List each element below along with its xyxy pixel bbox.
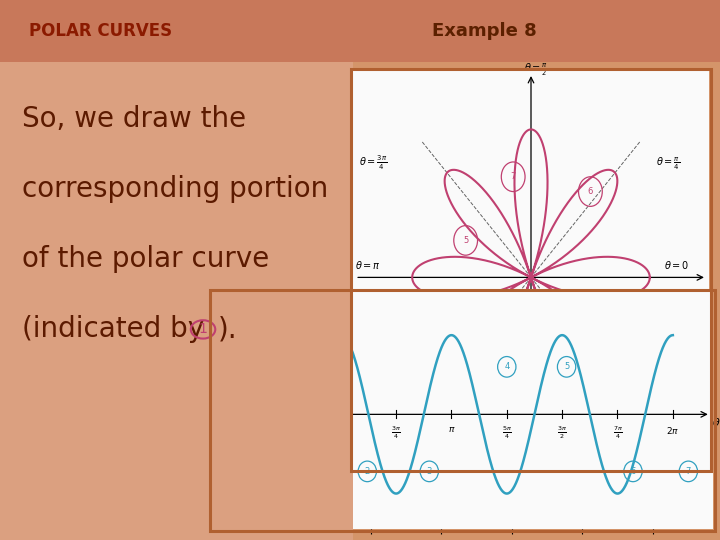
Text: $\frac{3\pi}{2}$: $\frac{3\pi}{2}$: [557, 424, 567, 441]
Text: © Thomson Higher Education: © Thomson Higher Education: [217, 522, 299, 528]
Text: $\frac{3\pi}{4}$: $\frac{3\pi}{4}$: [391, 424, 401, 441]
Text: of the polar curve: of the polar curve: [22, 245, 269, 273]
Text: $\frac{5\pi}{4}$: $\frac{5\pi}{4}$: [502, 424, 512, 441]
Text: $\theta=\frac{\pi}{4}$: $\theta=\frac{\pi}{4}$: [656, 156, 680, 172]
Text: 1: 1: [618, 306, 623, 314]
Text: 7: 7: [510, 172, 516, 181]
Text: 1: 1: [217, 330, 224, 340]
Text: $\pi$: $\pi$: [448, 424, 455, 434]
Text: 1: 1: [199, 322, 207, 336]
Text: $\theta=\frac{\pi}{2}$: $\theta=\frac{\pi}{2}$: [523, 61, 548, 78]
Text: 4: 4: [463, 310, 468, 319]
Text: 1: 1: [289, 366, 294, 375]
Text: 3: 3: [600, 359, 605, 368]
Text: So, we draw the: So, we draw the: [22, 105, 246, 133]
Text: POLAR CURVES: POLAR CURVES: [29, 22, 172, 40]
Text: $\theta=0$: $\theta=0$: [664, 259, 690, 271]
Text: †: †: [621, 345, 627, 357]
Text: 4: 4: [504, 362, 510, 372]
Text: (indicated by: (indicated by: [22, 315, 212, 343]
Text: $\frac{\pi}{4}$: $\frac{\pi}{4}$: [282, 424, 289, 440]
Text: $r$: $r$: [221, 292, 228, 302]
Text: $2\pi$: $2\pi$: [666, 424, 680, 436]
Text: 7: 7: [685, 467, 691, 476]
Text: Example 8: Example 8: [432, 22, 536, 40]
Text: 6: 6: [588, 187, 593, 196]
Text: © Thomson Higher Education: © Thomson Higher Education: [549, 461, 631, 467]
Text: $\frac{7\pi}{4}$: $\frac{7\pi}{4}$: [613, 424, 623, 441]
Text: 3: 3: [427, 467, 432, 476]
Text: 6: 6: [630, 467, 636, 476]
Text: 2: 2: [364, 467, 370, 476]
Text: ).: ).: [217, 315, 237, 343]
Text: $\theta=\pi$: $\theta=\pi$: [355, 259, 381, 271]
Text: 2: 2: [543, 384, 548, 393]
Text: $\theta=\frac{3\pi}{4}$: $\theta=\frac{3\pi}{4}$: [359, 154, 387, 172]
Text: 5: 5: [463, 236, 468, 245]
Text: 5: 5: [564, 362, 570, 372]
Text: corresponding portion: corresponding portion: [22, 175, 328, 203]
Text: $\theta$: $\theta$: [712, 416, 720, 428]
Text: $\frac{\pi}{2}$: $\frac{\pi}{2}$: [338, 424, 343, 440]
